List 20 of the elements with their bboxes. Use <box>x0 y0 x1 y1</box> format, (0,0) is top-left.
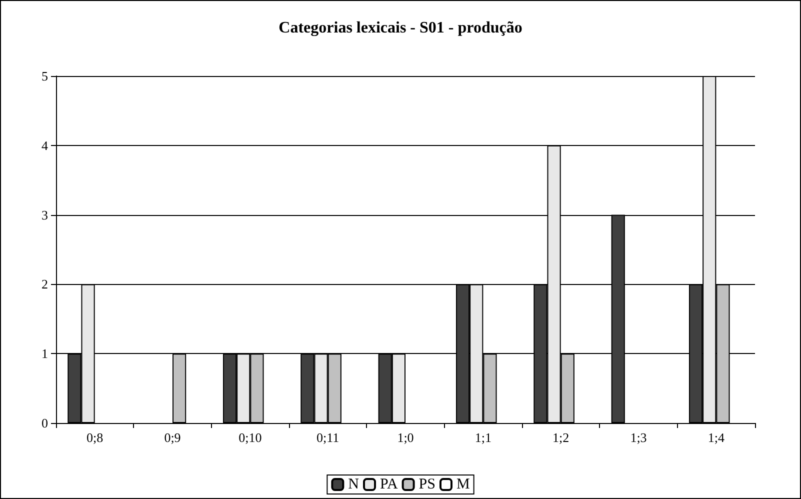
legend-label: N <box>348 476 360 492</box>
x-tick-label: 1;2 <box>552 430 570 445</box>
y-tick-label: 4 <box>42 138 48 153</box>
x-tick-label: 0;9 <box>164 430 181 445</box>
x-tick-label: 0;10 <box>238 430 262 445</box>
legend-label: PA <box>380 476 398 492</box>
legend-label: PS <box>418 476 436 492</box>
y-tick-label: 0 <box>42 416 48 430</box>
x-tick-label: 0;8 <box>86 430 104 445</box>
x-tick-label: 1;1 <box>474 430 492 445</box>
chart-title: Categorias lexicais - S01 - produção <box>278 20 522 36</box>
y-tick-label: 5 <box>42 68 48 84</box>
y-tick-label: 1 <box>42 346 48 362</box>
x-tick-label: 0;11 <box>316 430 340 445</box>
legend-label: M <box>456 476 470 492</box>
x-tick-label: 1;3 <box>630 430 647 445</box>
y-tick-label: 2 <box>42 276 48 292</box>
y-tick-label: 3 <box>42 207 48 222</box>
x-tick-label: 1;4 <box>708 430 725 445</box>
x-tick-label: 1;0 <box>397 430 414 445</box>
